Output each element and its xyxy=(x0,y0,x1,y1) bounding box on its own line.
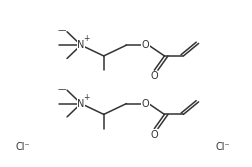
Text: N: N xyxy=(77,99,84,109)
Text: —: — xyxy=(57,85,66,94)
Text: N: N xyxy=(77,40,84,50)
Text: Cl⁻: Cl⁻ xyxy=(214,142,229,152)
Text: O: O xyxy=(150,71,158,81)
Text: +: + xyxy=(83,93,89,102)
Text: —: — xyxy=(57,26,66,35)
Text: Cl⁻: Cl⁻ xyxy=(15,142,30,152)
Text: O: O xyxy=(150,130,158,140)
Text: +: + xyxy=(83,34,89,43)
Text: O: O xyxy=(141,40,149,50)
Text: O: O xyxy=(141,99,149,109)
